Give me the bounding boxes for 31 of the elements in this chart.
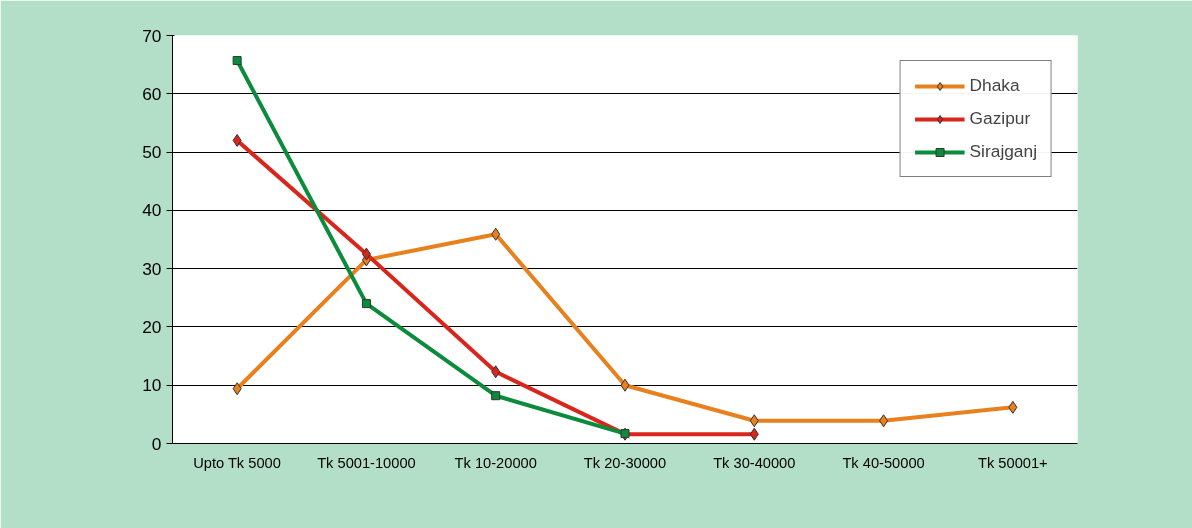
point — [491, 227, 501, 241]
point — [232, 133, 242, 147]
x-tick-label: Tk 50001+ — [978, 454, 1048, 471]
point — [620, 378, 630, 392]
y-tick-label: 0 — [151, 433, 162, 454]
legend-label: Sirajganj — [969, 141, 1037, 162]
y-tick-label: 30 — [142, 258, 162, 279]
x-tick-label: Upto Tk 5000 — [193, 454, 281, 471]
y-tick-label: 10 — [142, 375, 162, 396]
x-tick-label: Tk 5001-10000 — [317, 454, 416, 471]
x-tick-label: Tk 10-20000 — [454, 454, 537, 471]
legend-label: Gazipur — [969, 108, 1031, 129]
y-tick-label: 20 — [142, 316, 162, 337]
point — [1008, 400, 1018, 414]
y-tick-label: 70 — [142, 25, 162, 46]
x-tick-label: Tk 30-40000 — [713, 454, 796, 471]
point — [232, 382, 242, 396]
y-tick-label: 50 — [142, 142, 162, 163]
point — [749, 414, 759, 428]
point — [491, 391, 501, 401]
y-tick-label: 60 — [142, 83, 162, 104]
x-tick-label: Tk 20-30000 — [583, 454, 667, 471]
point — [361, 247, 371, 261]
point — [879, 414, 889, 428]
x-tick-label: Tk 40-50000 — [842, 454, 925, 471]
legend-label: Dhaka — [969, 75, 1020, 96]
point — [491, 365, 501, 379]
point — [232, 56, 242, 66]
point — [361, 299, 371, 309]
y-tick-label: 40 — [142, 200, 162, 221]
point — [749, 427, 759, 441]
